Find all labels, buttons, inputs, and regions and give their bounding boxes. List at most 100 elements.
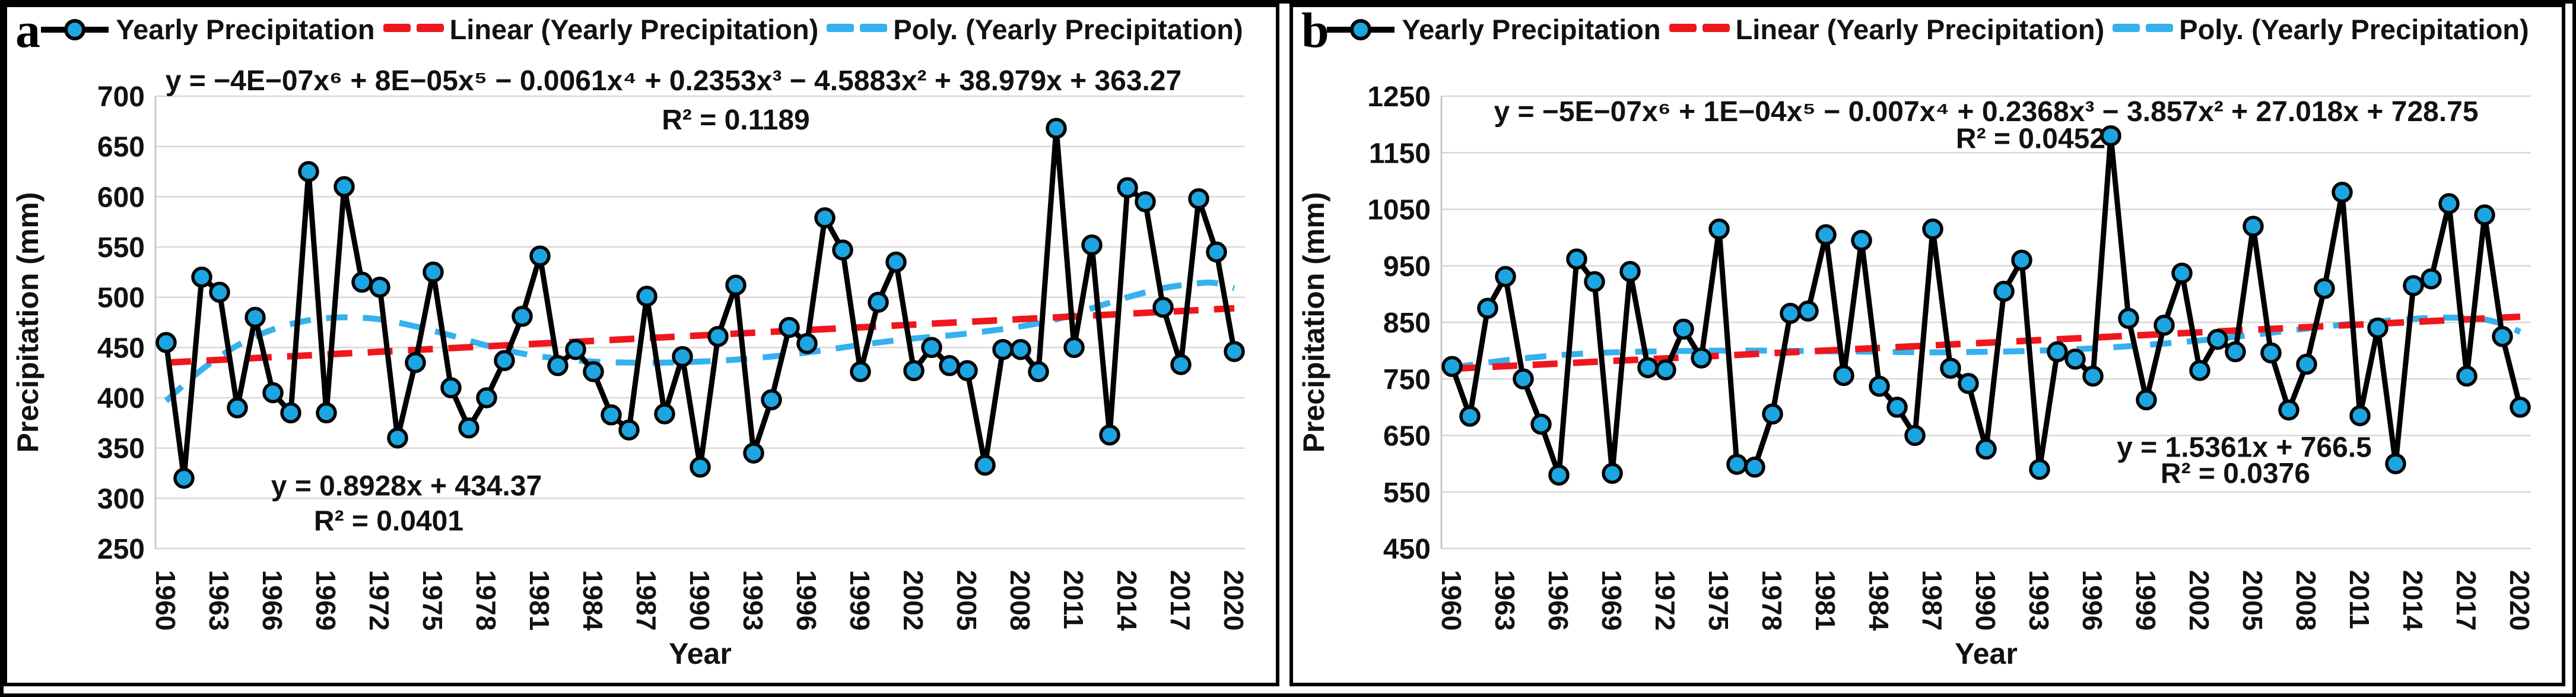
data-point (1637, 357, 1659, 378)
x-tick-label: 1975 (1703, 570, 1734, 631)
data-point (458, 417, 479, 439)
data-point (957, 360, 978, 382)
data-point (1152, 296, 1174, 318)
data-point (1530, 413, 1552, 435)
data-point (405, 351, 426, 373)
x-tick-label: 1969 (1596, 570, 1627, 631)
data-point (2029, 458, 2050, 480)
poly-equation-text: y = −4E−07x⁶ + 8E−05x⁵ − 0.0061x⁴ + 0.23… (166, 65, 1182, 97)
data-point (1548, 464, 1570, 486)
data-point (1046, 118, 1067, 139)
data-point (1117, 177, 1138, 198)
y-tick-label: 750 (1383, 364, 1431, 395)
data-point (2171, 262, 2193, 284)
data-point (2296, 353, 2317, 375)
x-tick-label: 1972 (364, 570, 395, 631)
y-tick-label: 600 (97, 182, 145, 213)
x-tick-label: 1963 (1489, 570, 1520, 631)
data-point (1010, 338, 1031, 360)
data-point (1993, 280, 2015, 302)
data-point (1188, 188, 1209, 210)
y-axis-title: Precipitation (mm) (1297, 192, 1330, 453)
x-tick-label: 1993 (2024, 570, 2054, 631)
data-point (1958, 373, 1979, 394)
x-tick-label: 2017 (1165, 570, 1196, 631)
y-tick-label: 1250 (1367, 81, 1431, 113)
data-point (1495, 266, 1516, 287)
x-tick-label: 1978 (471, 570, 501, 631)
x-tick-label: 1981 (524, 570, 555, 631)
data-point (796, 332, 818, 354)
data-point (387, 427, 408, 449)
data-point (903, 360, 925, 382)
legend-label: Yearly Precipitation (116, 14, 375, 45)
data-point (2243, 216, 2264, 237)
linear-trendline (1451, 313, 2521, 372)
data-point (2225, 341, 2246, 363)
data-point (2385, 453, 2406, 474)
y-tick-label: 650 (97, 132, 145, 163)
x-tick-label: 2005 (2237, 570, 2268, 631)
x-tick-label: 2002 (2184, 570, 2215, 631)
data-point (1851, 230, 1872, 251)
data-point (2082, 365, 2104, 387)
x-tick-label: 2002 (898, 570, 929, 631)
x-tick-label: 1975 (417, 570, 448, 631)
data-point (2492, 326, 2513, 347)
data-point (1940, 357, 1961, 379)
y-tick-label: 1050 (1367, 195, 1431, 226)
data-point (672, 346, 693, 367)
line-circle-marker-icon (41, 18, 109, 40)
x-tick-label: 1984 (577, 570, 608, 631)
data-point (618, 419, 640, 441)
data-point (779, 316, 800, 338)
data-point (707, 325, 729, 347)
y-tick-label: 1150 (1369, 138, 1431, 169)
data-point (1869, 375, 1890, 397)
data-point (1691, 347, 1712, 369)
legend-item-linear-trend: Linear (Yearly Precipitation) (383, 13, 818, 46)
data-point (2278, 399, 2299, 421)
x-tick-label: 1987 (1917, 570, 1948, 631)
data-point (262, 382, 284, 404)
y-tick-label: 650 (1383, 421, 1431, 452)
data-point (2421, 268, 2442, 290)
data-point (1762, 403, 1783, 425)
data-point (227, 397, 248, 419)
x-tick-label: 1972 (1650, 570, 1681, 631)
data-point (974, 454, 996, 476)
data-point (440, 377, 462, 398)
data-point (1224, 341, 1245, 362)
data-point (2438, 193, 2460, 214)
data-point (2064, 348, 2086, 370)
data-point (2367, 317, 2388, 339)
data-point (2136, 389, 2157, 411)
chart-panel-b: b Yearly Precipitation Linear (Yearly Pr… (1289, 4, 2565, 686)
x-tick-label: 2011 (1058, 570, 1089, 629)
data-point (512, 306, 533, 327)
data-point (2153, 315, 2175, 336)
x-tick-label: 1984 (1863, 570, 1894, 631)
y-axis-title: Precipitation (mm) (11, 192, 45, 453)
data-point (191, 267, 212, 288)
y-tick-label: 950 (1383, 251, 1431, 283)
x-tick-label: 1996 (791, 570, 822, 631)
data-point (2011, 249, 2032, 271)
line-circle-marker-icon (1327, 18, 1395, 40)
x-tick-label: 2011 (2344, 570, 2375, 629)
data-point (1566, 248, 1587, 270)
x-tick-label: 2020 (2504, 570, 2535, 631)
data-point (1441, 356, 1463, 378)
legend-label: Yearly Precipitation (1402, 14, 1661, 45)
data-point (832, 239, 853, 261)
y-tick-label: 450 (97, 332, 145, 364)
data-point (1886, 397, 1908, 418)
data-point (1135, 191, 1156, 213)
data-point (1904, 424, 1926, 446)
x-tick-label: 1981 (1810, 570, 1841, 631)
data-point (1513, 368, 1534, 390)
x-tick-label: 1990 (684, 570, 715, 631)
poly-r2-text: R² = 0.1189 (662, 104, 810, 136)
precipitation-chart-b: 450 550 650 750 850 950 1050 1150 1250 1960 1963 19… (1297, 81, 2535, 670)
data-point (1780, 303, 1801, 324)
